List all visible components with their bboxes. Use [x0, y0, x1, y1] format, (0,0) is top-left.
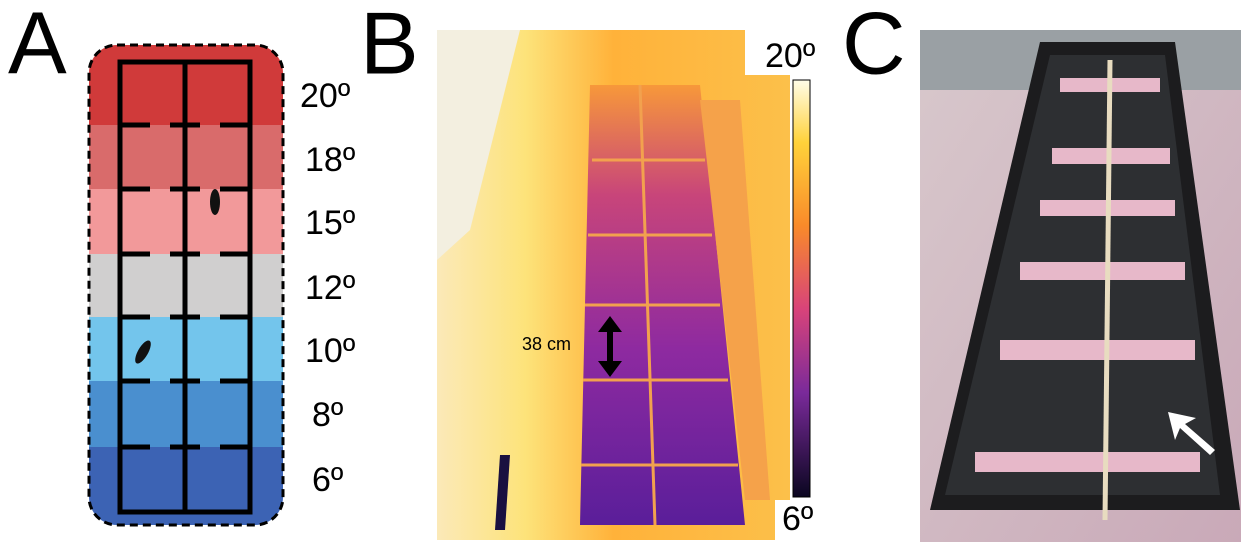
temperature-labels: 20º 18º 15º 12º 10º 8º 6º [300, 77, 355, 499]
temperature-label: 15º [305, 204, 355, 242]
thermal-image [437, 30, 790, 540]
figure: A 20º 18º 15º 12º 10º 8º 6º B [0, 0, 1241, 542]
temperature-label: 8º [312, 396, 343, 434]
scale-label: 38 cm [522, 334, 571, 354]
colorbar-min-label: 6º [782, 500, 813, 538]
temperature-label: 6º [312, 461, 343, 499]
panel-label: B [360, 0, 419, 92]
tank-photo [920, 30, 1241, 542]
temperature-label: 20º [300, 77, 350, 115]
temperature-label: 10º [305, 332, 355, 370]
panel-label: C [842, 0, 906, 92]
temperature-label: 18º [305, 141, 355, 179]
temperature-label: 12º [305, 269, 355, 307]
colorbar-max-label: 20º [765, 37, 815, 75]
colorbar [793, 80, 810, 497]
panel-label: A [8, 0, 67, 92]
